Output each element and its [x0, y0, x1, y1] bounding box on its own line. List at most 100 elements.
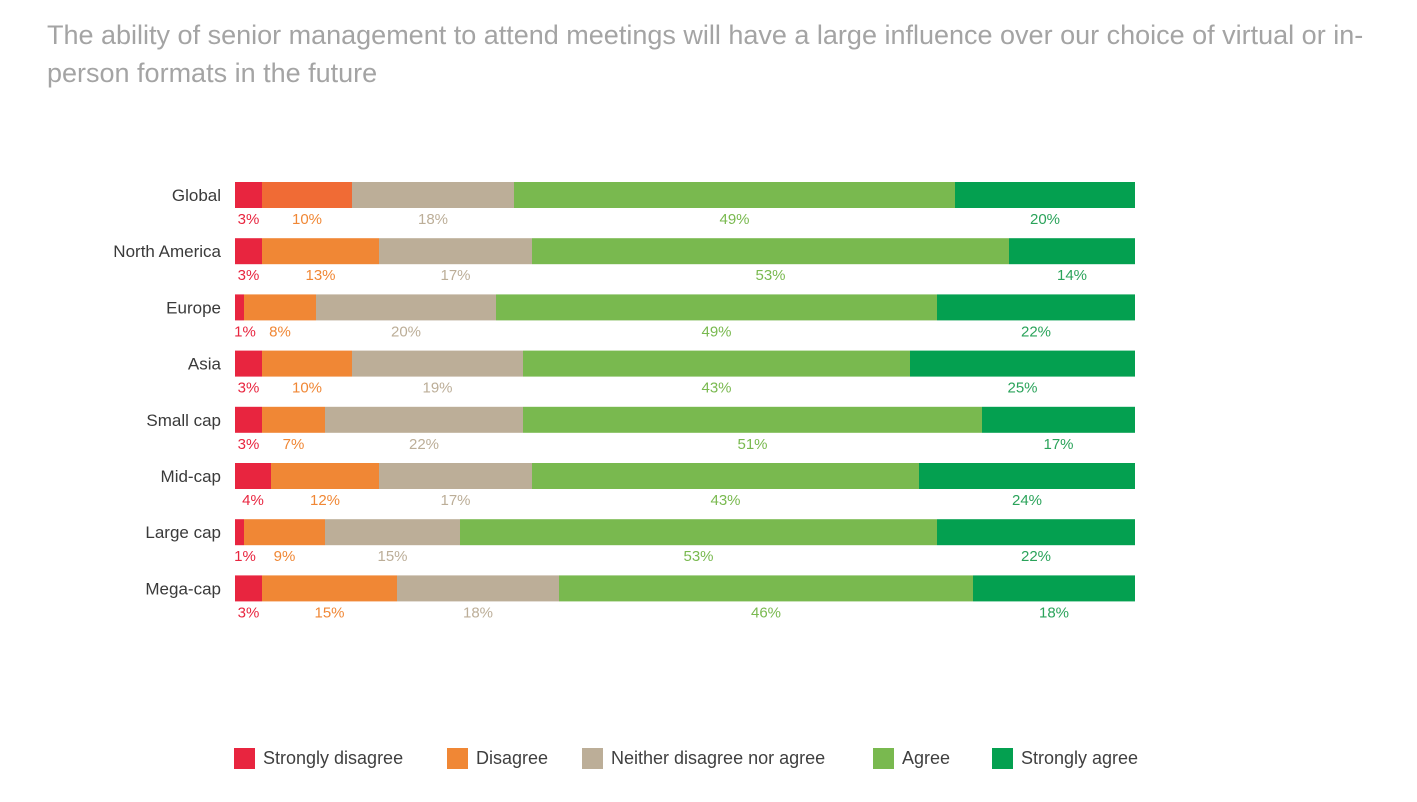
value-label: 46% — [751, 604, 781, 621]
category-label-north-america: North America — [113, 242, 221, 261]
bar-segment-mega-cap-strongly-agree — [973, 575, 1135, 602]
value-label: 22% — [1021, 323, 1051, 340]
bar-segment-europe-agree — [496, 294, 937, 321]
value-label: 10% — [292, 380, 322, 397]
legend-item-agree: Agree — [873, 748, 950, 769]
value-label: 20% — [1030, 211, 1060, 228]
value-label: 12% — [310, 492, 340, 509]
value-label: 19% — [422, 380, 452, 397]
bar-segment-global-strongly-disagree — [235, 182, 262, 208]
bar-segment-global-agree — [514, 182, 955, 208]
value-label: 7% — [283, 436, 305, 453]
category-label-global: Global — [172, 186, 221, 205]
value-label: 18% — [1039, 604, 1069, 621]
bar-segment-large-cap-strongly-disagree — [235, 519, 244, 546]
bar-segment-mid-cap-neither-disagree-nor-agree — [379, 463, 532, 489]
bar-segment-small-cap-agree — [523, 406, 982, 433]
bar-segment-mega-cap-agree — [559, 575, 973, 602]
legend-item-disagree: Disagree — [447, 748, 548, 769]
bar-segment-north-america-strongly-agree — [1009, 238, 1135, 265]
value-label: 13% — [305, 267, 335, 284]
bar-segment-mega-cap-disagree — [262, 575, 397, 602]
bar-segment-north-america-disagree — [262, 238, 379, 265]
bar-segment-global-disagree — [262, 182, 352, 208]
value-label: 3% — [238, 604, 260, 621]
bar-segment-mid-cap-strongly-agree — [919, 463, 1135, 489]
bar-segment-europe-strongly-agree — [937, 294, 1135, 321]
legend-item-neither-disagree-nor-agree: Neither disagree nor agree — [582, 748, 825, 769]
legend-item-strongly-agree: Strongly agree — [992, 748, 1138, 769]
value-label: 49% — [701, 323, 731, 340]
value-label: 17% — [1043, 436, 1073, 453]
bar-segment-global-neither-disagree-nor-agree — [352, 182, 514, 208]
bar-segment-north-america-agree — [532, 238, 1009, 265]
value-label: 24% — [1012, 492, 1042, 509]
value-label: 18% — [463, 604, 493, 621]
value-label: 4% — [242, 492, 264, 509]
value-label: 17% — [440, 492, 470, 509]
bar-segment-north-america-strongly-disagree — [235, 238, 262, 265]
bar-segment-small-cap-neither-disagree-nor-agree — [325, 406, 523, 433]
bar-segment-europe-neither-disagree-nor-agree — [316, 294, 496, 321]
category-label-large-cap: Large cap — [145, 523, 221, 542]
bar-segment-global-strongly-agree — [955, 182, 1135, 208]
bar-segment-large-cap-disagree — [244, 519, 325, 546]
bar-segment-mid-cap-agree — [532, 463, 919, 489]
value-label: 3% — [238, 380, 260, 397]
legend-swatch — [234, 748, 255, 769]
chart-title: The ability of senior management to atte… — [47, 20, 1364, 88]
value-label: 53% — [683, 548, 713, 565]
value-label: 1% — [234, 548, 256, 565]
value-label: 49% — [719, 211, 749, 228]
value-label: 14% — [1057, 267, 1087, 284]
legend-swatch — [582, 748, 603, 769]
bar-segment-small-cap-strongly-disagree — [235, 406, 262, 433]
category-label-mid-cap: Mid-cap — [161, 467, 221, 486]
value-label: 10% — [292, 211, 322, 228]
legend-swatch — [992, 748, 1013, 769]
value-label: 3% — [238, 267, 260, 284]
value-label: 22% — [1021, 548, 1051, 565]
category-label-asia: Asia — [188, 355, 222, 374]
value-label: 3% — [238, 211, 260, 228]
value-label: 17% — [440, 267, 470, 284]
value-label: 20% — [391, 323, 421, 340]
bar-segment-mid-cap-disagree — [271, 463, 379, 489]
bar-segment-mid-cap-strongly-disagree — [235, 463, 271, 489]
value-label: 22% — [409, 436, 439, 453]
bar-segment-small-cap-disagree — [262, 406, 325, 433]
bar-segment-north-america-neither-disagree-nor-agree — [379, 238, 532, 265]
bar-segment-asia-strongly-agree — [910, 350, 1135, 377]
value-label: 51% — [737, 436, 767, 453]
legend-label: Neither disagree nor agree — [611, 748, 826, 768]
bar-segment-europe-strongly-disagree — [235, 294, 244, 321]
bar-segment-large-cap-neither-disagree-nor-agree — [325, 519, 460, 546]
value-label: 15% — [314, 604, 344, 621]
legend-swatch — [447, 748, 468, 769]
bar-segment-europe-disagree — [244, 294, 316, 321]
value-label: 53% — [755, 267, 785, 284]
legend-label: Disagree — [476, 748, 549, 768]
category-label-small-cap: Small cap — [146, 411, 221, 430]
value-label: 8% — [269, 323, 291, 340]
value-label: 3% — [238, 436, 260, 453]
bar-segment-asia-neither-disagree-nor-agree — [352, 350, 523, 377]
bar-segment-asia-disagree — [262, 350, 352, 377]
legend-label: Agree — [902, 748, 951, 768]
value-label: 25% — [1007, 380, 1037, 397]
bar-segment-asia-strongly-disagree — [235, 350, 262, 377]
value-label: 15% — [377, 548, 407, 565]
legend-label: Strongly agree — [1021, 748, 1139, 768]
value-label: 43% — [710, 492, 740, 509]
legend-swatch — [873, 748, 894, 769]
bar-segment-asia-agree — [523, 350, 910, 377]
category-label-europe: Europe — [166, 298, 221, 317]
category-label-mega-cap: Mega-cap — [145, 579, 221, 598]
value-label: 43% — [701, 380, 731, 397]
bar-segment-small-cap-strongly-agree — [982, 406, 1135, 433]
value-label: 18% — [418, 211, 448, 228]
bar-segment-mega-cap-neither-disagree-nor-agree — [397, 575, 559, 602]
bar-segment-large-cap-strongly-agree — [937, 519, 1135, 546]
legend-label: Strongly disagree — [263, 748, 404, 768]
